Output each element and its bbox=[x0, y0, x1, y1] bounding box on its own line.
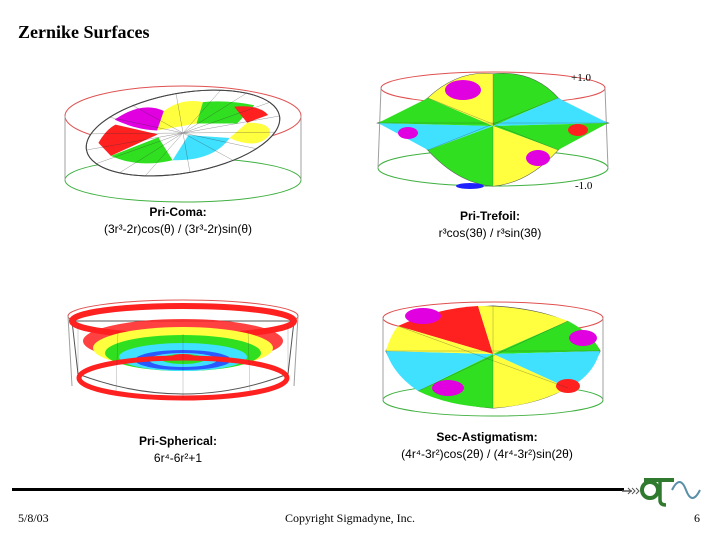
footer-rule bbox=[12, 488, 624, 491]
pri-spherical-surface-plot bbox=[67, 299, 299, 401]
pri-trefoil-caption: Pri-Trefoil: r³cos(3θ) / r³sin(3θ) bbox=[370, 208, 610, 242]
pri-coma-formula: (3r³-2r)cos(θ) / (3r³-2r)sin(θ) bbox=[104, 222, 252, 236]
sigmadyne-logo-icon bbox=[622, 478, 701, 507]
page-number: 6 bbox=[694, 511, 700, 525]
slide-title: Zernike Surfaces bbox=[18, 22, 150, 42]
pri-coma-caption: Pri-Coma: (3r³-2r)cos(θ) / (3r³-2r)sin(θ… bbox=[58, 204, 298, 238]
pri-spherical-name: Pri-Spherical: bbox=[138, 434, 218, 448]
pri-coma-surface-plot bbox=[64, 85, 302, 203]
sec-astigmatism-surface-plot bbox=[382, 301, 604, 417]
pri-trefoil-surface-plot bbox=[376, 71, 610, 189]
scale-min-label: -1.0 bbox=[575, 180, 593, 192]
pri-spherical-caption: Pri-Spherical: 6r⁴-6r²+1 bbox=[58, 433, 298, 467]
footer-date: 5/8/03 bbox=[18, 511, 49, 525]
footer-copyright: Copyright Sigmadyne, Inc. bbox=[285, 511, 415, 525]
pri-trefoil-formula: r³cos(3θ) / r³sin(3θ) bbox=[438, 226, 542, 240]
pri-coma-name: Pri-Coma: bbox=[149, 205, 207, 219]
pri-spherical-formula: 6r⁴-6r²+1 bbox=[153, 451, 203, 465]
sec-astigmatism-caption: Sec-Astigmatism: (4r⁴-3r²)cos(2θ) / (4r⁴… bbox=[362, 429, 612, 463]
sec-astigmatism-name: Sec-Astigmatism: bbox=[436, 430, 538, 444]
pri-trefoil-name: Pri-Trefoil: bbox=[459, 209, 520, 223]
sec-astigmatism-formula: (4r⁴-3r²)cos(2θ) / (4r⁴-3r²)sin(2θ) bbox=[401, 447, 573, 461]
scale-max-label: +1.0 bbox=[571, 72, 591, 84]
